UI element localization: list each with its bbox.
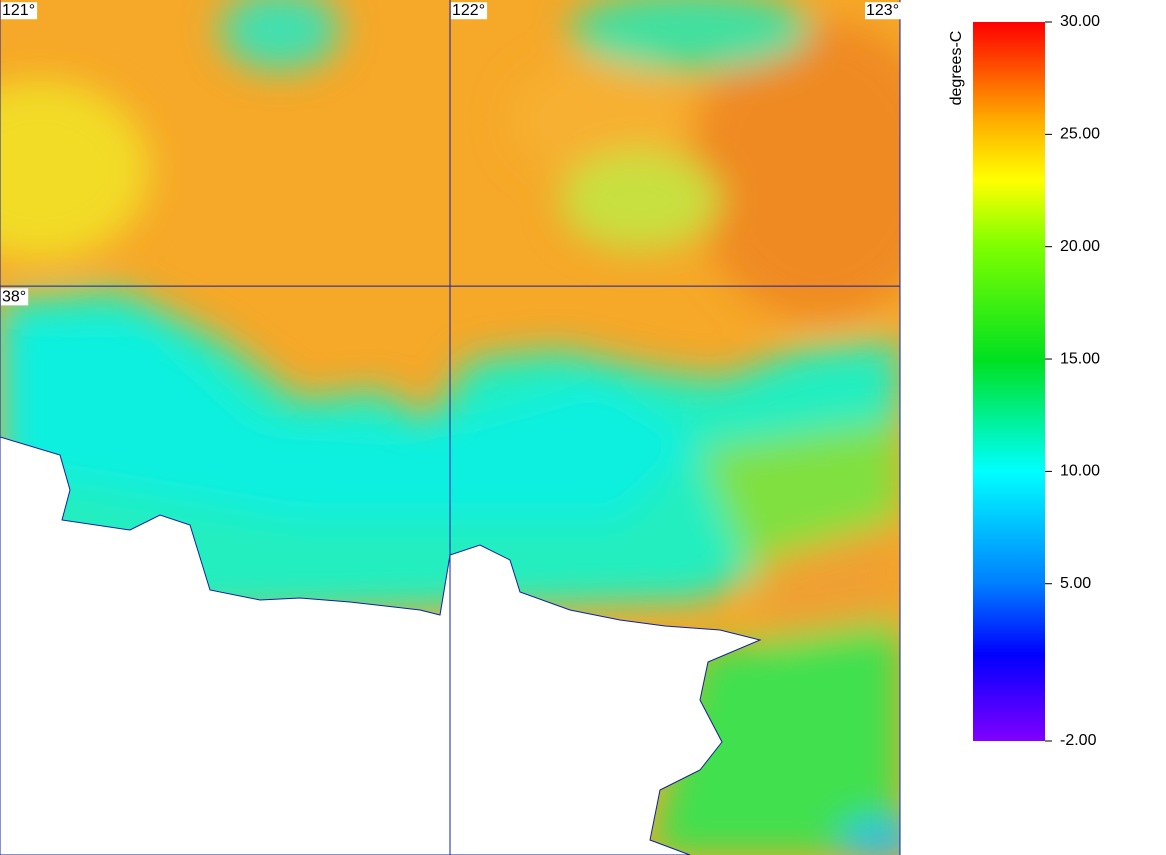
sst-field — [0, 0, 900, 855]
graticule-label: 123° — [866, 2, 899, 19]
colorbar-tick-label: 25.00 — [1060, 126, 1100, 143]
label-bg — [1, 288, 29, 306]
land — [0, 436, 762, 855]
colorbar-tick-label: 30.00 — [1060, 13, 1100, 30]
colorbar-tick-label: 20.00 — [1060, 238, 1100, 255]
colorbar-tick-label: 5.00 — [1060, 575, 1091, 592]
colorbar-label: degrees-C — [948, 31, 965, 106]
graticule-label: 121° — [2, 2, 35, 19]
colorbar — [973, 22, 1045, 741]
label-bg — [865, 2, 902, 20]
label-bg — [1, 2, 38, 20]
colorbar-tick-label: 10.00 — [1060, 463, 1100, 480]
graticule-label: 38° — [2, 288, 26, 305]
colorbar-tick-label: 15.00 — [1060, 350, 1100, 367]
colorbar-tick-label: -2.00 — [1060, 732, 1097, 749]
graticule-label: 122° — [452, 2, 485, 19]
label-bg — [451, 2, 488, 20]
